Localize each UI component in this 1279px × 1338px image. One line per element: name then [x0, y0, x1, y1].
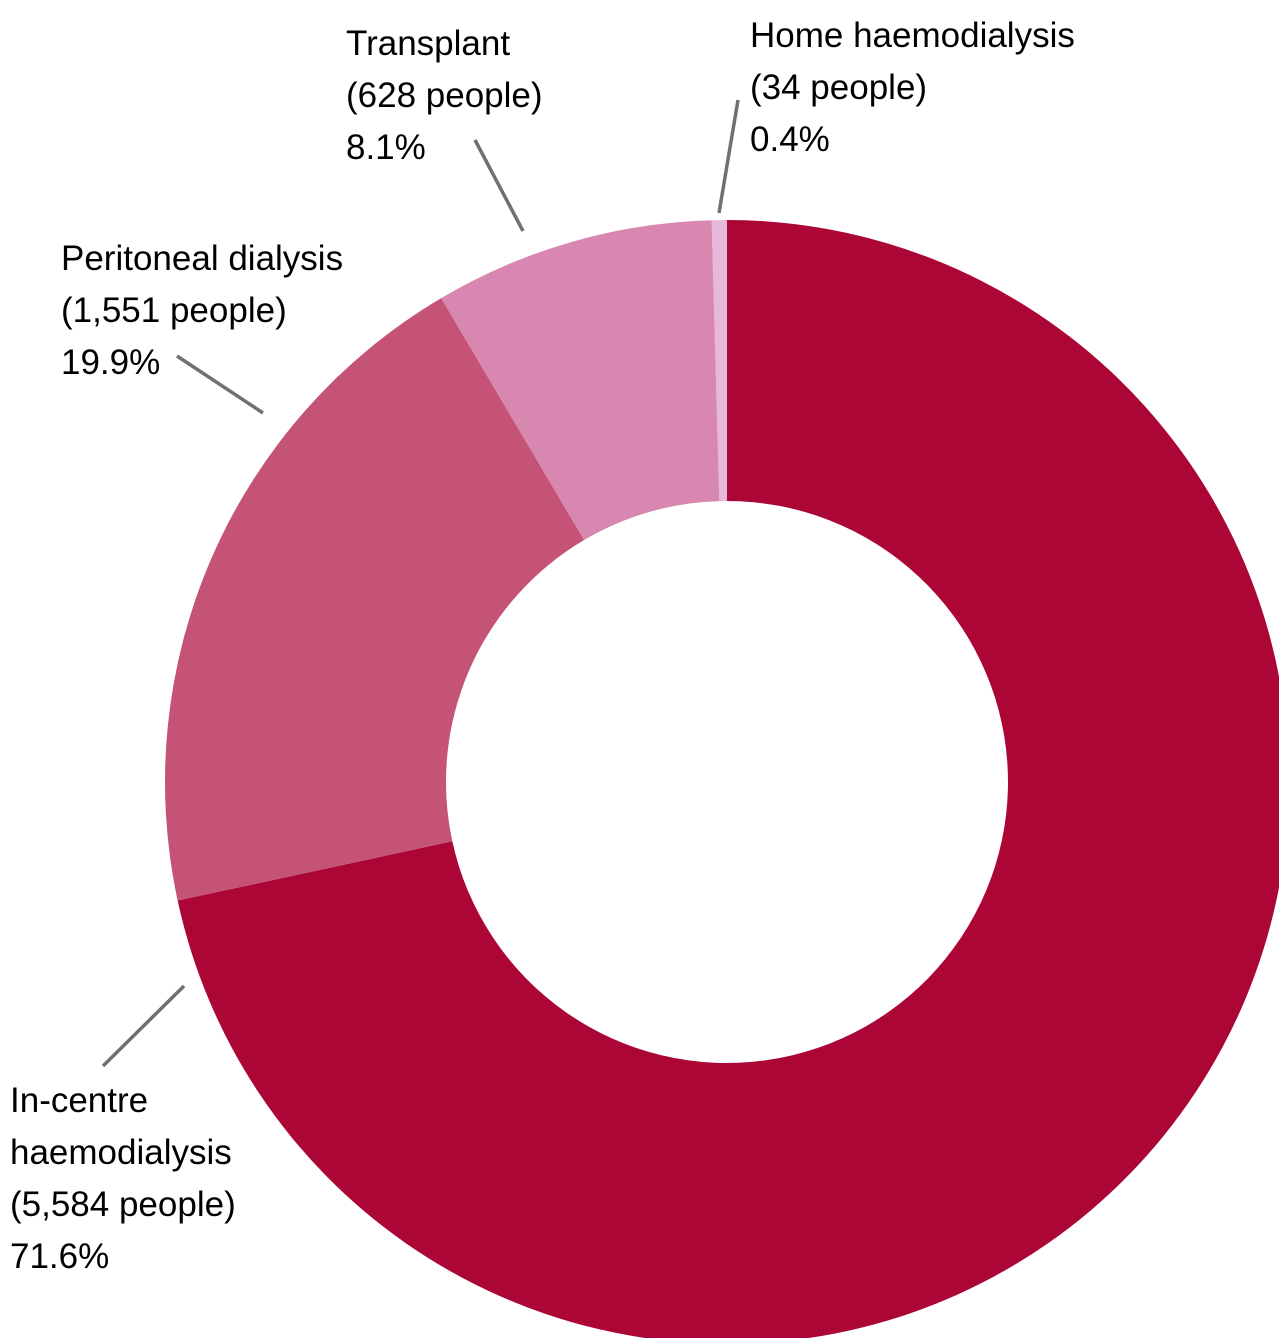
label-in-centre-haemodialysis-line2: haemodialysis	[10, 1133, 232, 1172]
label-home-haemodialysis-percent: 0.4%	[750, 120, 830, 159]
label-transplant-percent: 8.1%	[346, 128, 426, 167]
leader-line-peritoneal-dialysis	[176, 354, 264, 415]
label-in-centre-haemodialysis-percent: 71.6%	[10, 1237, 109, 1276]
label-peritoneal-dialysis-count: (1,551 people)	[61, 291, 287, 330]
label-peritoneal-dialysis-name: Peritoneal dialysis	[61, 239, 343, 278]
label-home-haemodialysis-name: Home haemodialysis	[750, 16, 1075, 55]
slice-transplant	[441, 220, 720, 541]
label-transplant: Transplant (628 people) 8.1%	[346, 24, 552, 167]
label-transplant-name: Transplant	[346, 24, 510, 63]
label-in-centre-haemodialysis-count: (5,584 people)	[10, 1185, 236, 1224]
leader-lines	[101, 99, 740, 1068]
label-peritoneal-dialysis-percent: 19.9%	[61, 343, 160, 382]
label-transplant-count: (628 people)	[346, 76, 543, 115]
leader-line-home-haemodialysis	[717, 99, 740, 214]
label-in-centre-haemodialysis-line1: In-centre	[10, 1081, 148, 1120]
leader-line-transplant	[473, 139, 525, 232]
leader-line-in-centre-haemodialysis	[101, 984, 186, 1068]
donut-slices	[165, 220, 1279, 1338]
label-in-centre-haemodialysis: In-centre haemodialysis (5,584 people) 7…	[10, 1081, 245, 1276]
slice-peritoneal-dialysis	[165, 298, 585, 901]
label-peritoneal-dialysis: Peritoneal dialysis (1,551 people) 19.9%	[61, 239, 353, 382]
label-home-haemodialysis: Home haemodialysis (34 people) 0.4%	[750, 16, 1085, 159]
label-home-haemodialysis-count: (34 people)	[750, 68, 927, 107]
slice-home-haemodialysis	[711, 220, 727, 502]
slice-in-centre-haemodialysis	[177, 220, 1279, 1338]
